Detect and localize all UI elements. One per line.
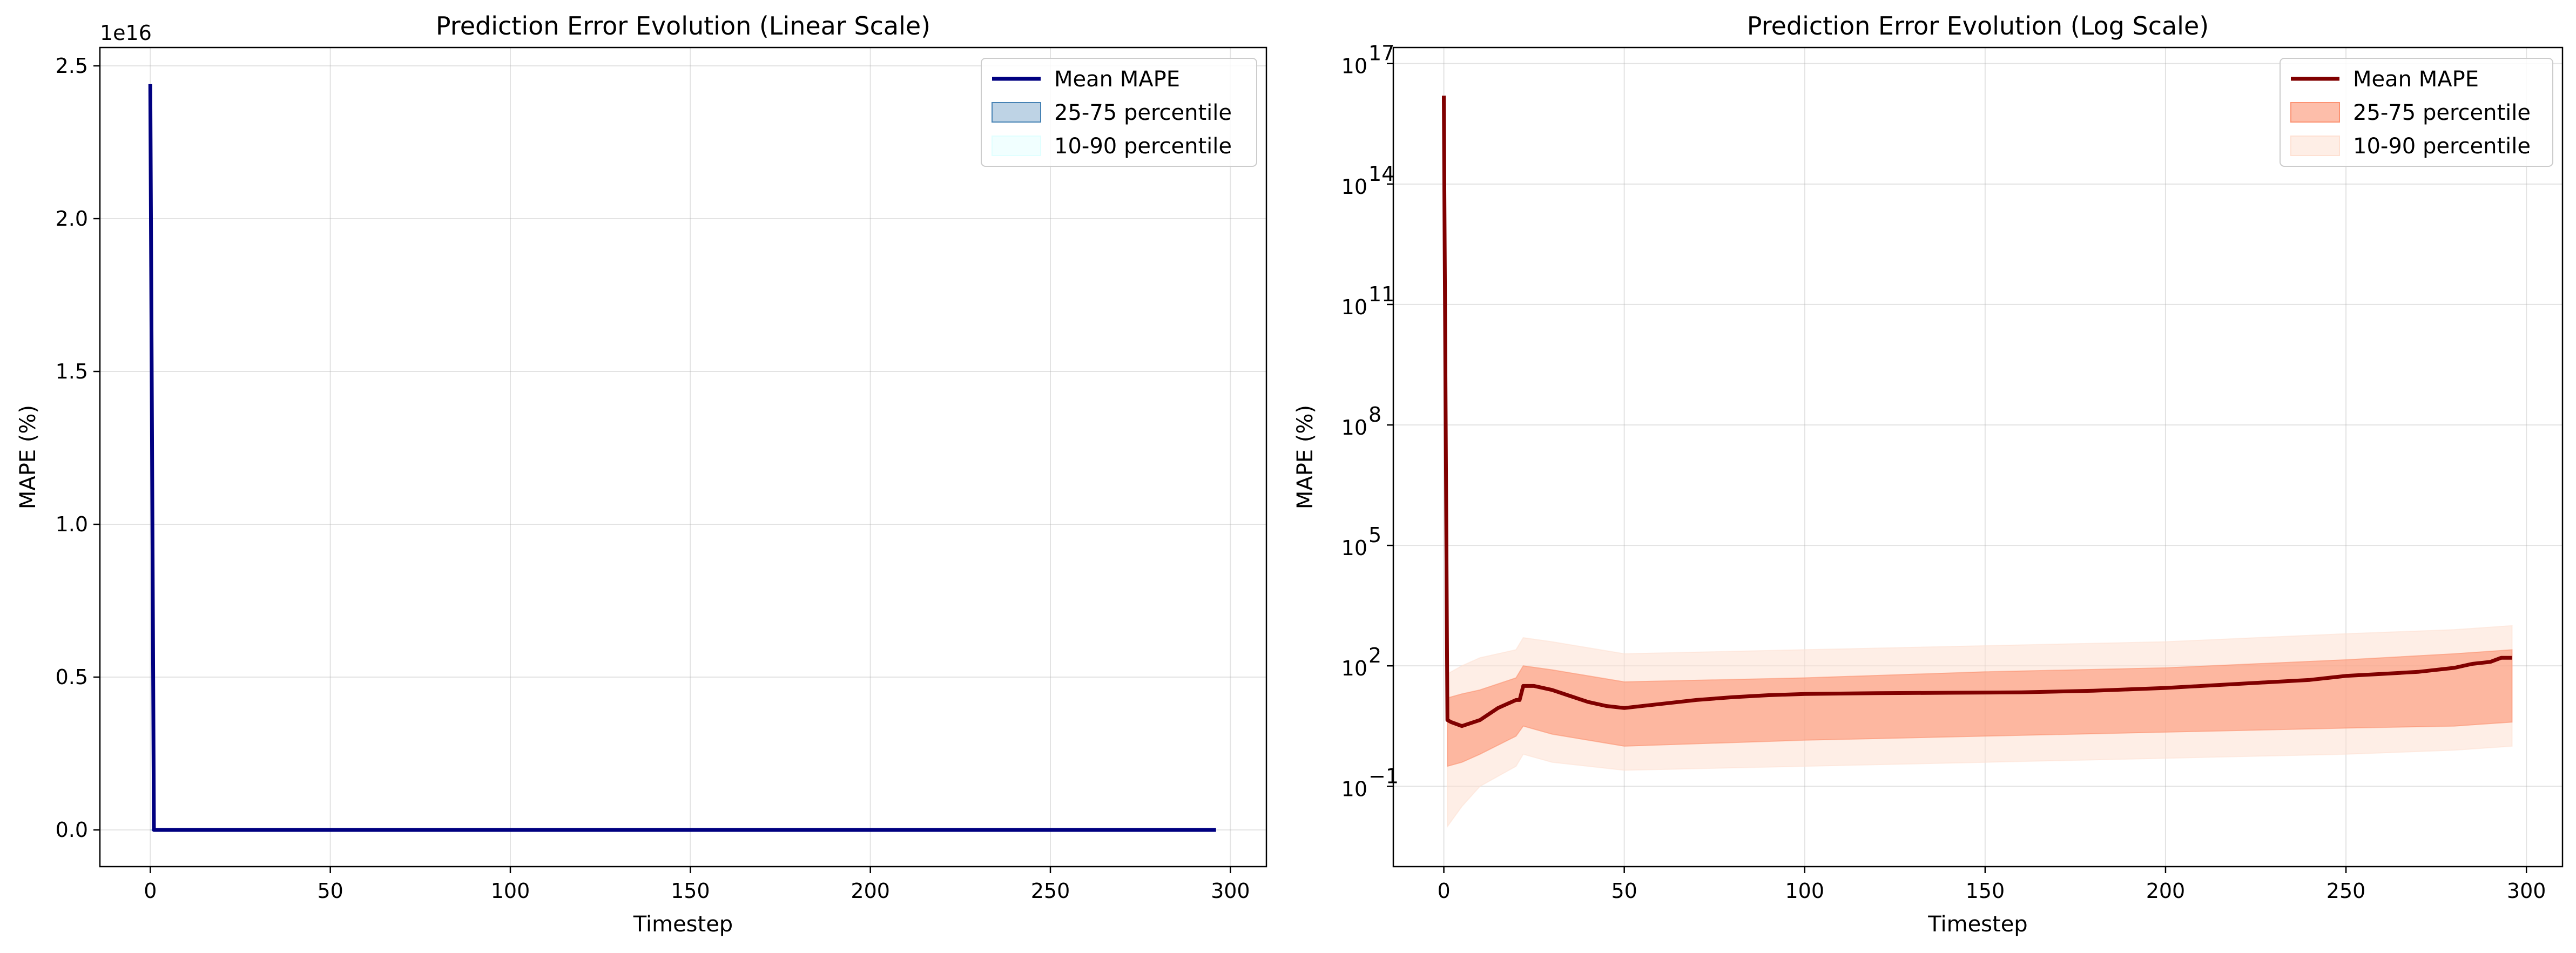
x-tick-label: 200 [2146, 879, 2186, 903]
y-tick-label: 10 [1341, 536, 1367, 560]
series-line-mean-mape [148, 84, 1216, 832]
y-axis-offset-label: 1e16 [100, 21, 152, 45]
series-line-mean-mape [1442, 96, 2512, 728]
band-25-75-percentile [1447, 649, 2513, 767]
y-tick-exponent: 2 [1368, 644, 1381, 667]
legend-box [2280, 58, 2553, 167]
x-tick-label: 100 [1785, 879, 1824, 903]
y-tick-base: 10 [1341, 295, 1367, 319]
x-tick-label: 250 [1031, 879, 1070, 903]
legend-swatch-25-75 [2290, 102, 2340, 123]
x-tick-label: 150 [1966, 879, 2005, 903]
x-tick-label: 50 [1611, 879, 1637, 903]
x-tick-label: 300 [2507, 879, 2546, 903]
y-tick-base: 10 [1341, 416, 1367, 440]
y-axis-label: MAPE (%) [16, 405, 41, 509]
plot-area [148, 84, 1216, 832]
legend-box [981, 58, 1257, 167]
y-tick-exponent: 11 [1368, 282, 1394, 306]
y-tick-base: 10 [1341, 657, 1367, 680]
y-tick-label: 10 [1341, 175, 1367, 199]
y-tick-base: 10 [1341, 55, 1367, 78]
legend-label: Mean MAPE [2353, 67, 2479, 92]
x-tick-label: 50 [317, 879, 343, 903]
legend-label: 25-75 percentile [1054, 100, 1232, 125]
x-tick-label: 0 [144, 879, 157, 903]
x-tick-label: 100 [491, 879, 530, 903]
y-tick-exponent: 8 [1368, 403, 1381, 427]
x-axis-label: Timestep [633, 912, 733, 937]
legend-label: 10-90 percentile [1054, 134, 1232, 159]
y-tick-label: 2.0 [56, 207, 88, 231]
plot-frame [1392, 46, 2564, 868]
y-tick-label: 0.0 [56, 818, 88, 842]
y-tick-label: 1.0 [56, 512, 88, 536]
legend-label: 10-90 percentile [2353, 134, 2531, 159]
x-tick-label: 200 [851, 879, 890, 903]
y-tick-label: 2.5 [56, 54, 88, 78]
y-tick-exponent: 5 [1368, 523, 1381, 547]
chart-log-scale: 0 50 100 150 200 250 30010−1102105108101110141… [1293, 11, 2564, 937]
legend-swatch-25-75 [992, 102, 1041, 123]
x-tick-label: 250 [2327, 879, 2366, 903]
legend-swatch-10-90 [2290, 136, 2340, 156]
y-tick-label: 10 [1341, 295, 1367, 319]
y-tick-base: 10 [1341, 536, 1367, 560]
plot-frame [99, 46, 1267, 868]
legend-label: 25-75 percentile [2353, 100, 2531, 125]
y-tick-exponent: 17 [1368, 42, 1394, 65]
y-tick-label: 10 [1341, 416, 1367, 440]
x-tick-label: 0 [1437, 879, 1450, 903]
y-tick-label: 10 [1341, 777, 1367, 801]
y-tick-exponent: 14 [1368, 162, 1394, 186]
x-axis-label: Timestep [1927, 912, 2027, 937]
x-tick-label: 150 [671, 879, 710, 903]
plot-area [1442, 96, 2513, 828]
y-tick-label: 1.5 [56, 360, 88, 383]
y-tick-label: 10 [1341, 55, 1367, 78]
chart-linear-scale: 0 50 100 150 200 250 300 0.0 0.5 1.0 1.5 2.0 2.5 1e16… [16, 11, 1267, 937]
y-tick-exponent: −1 [1368, 764, 1399, 788]
y-axis-label: MAPE (%) [1293, 405, 1318, 509]
y-tick-label: 10 [1341, 657, 1367, 680]
chart-title: Prediction Error Evolution (Linear Scale… [436, 11, 930, 40]
legend-swatch-10-90 [992, 136, 1041, 156]
y-tick-base: 10 [1341, 777, 1367, 801]
y-tick-label: 0.5 [56, 665, 88, 689]
x-tick-label: 300 [1211, 879, 1250, 903]
chart-title: Prediction Error Evolution (Log Scale) [1747, 11, 2209, 40]
legend-label: Mean MAPE [1054, 67, 1180, 92]
y-tick-base: 10 [1341, 175, 1367, 199]
